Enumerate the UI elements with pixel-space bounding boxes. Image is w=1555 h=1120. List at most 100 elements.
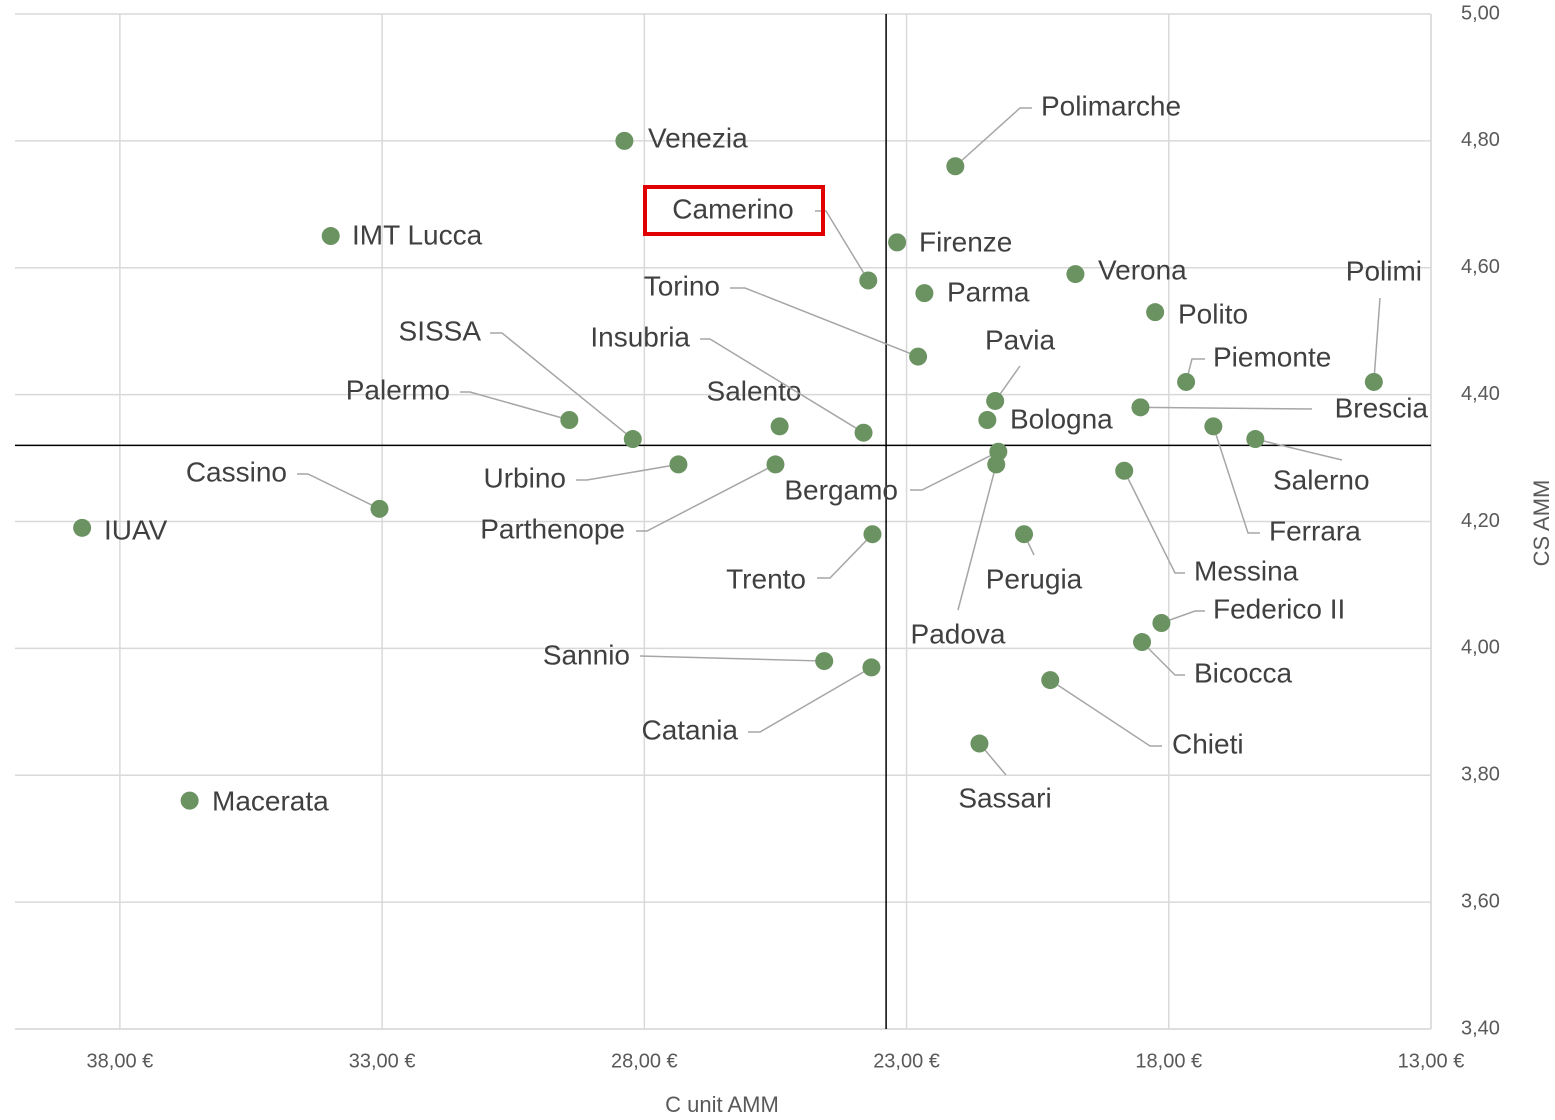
data-point [986,391,1005,410]
data-point [815,652,834,671]
leader-line [1049,679,1162,747]
data-point [859,271,878,290]
x-tick-label: 38,00 € [87,1050,154,1072]
data-point [766,455,785,474]
x-tick-label: 13,00 € [1398,1050,1465,1072]
data-point [1246,430,1265,449]
data-point [915,284,934,303]
point-label: Polito [1178,298,1248,329]
leader-line [817,533,874,579]
leader-line [1161,610,1205,624]
point-label: Chieti [1172,728,1244,759]
leader-line [1212,426,1260,534]
data-point [623,430,642,449]
data-point [1133,633,1152,652]
data-point [669,455,688,474]
point-label: Bologna [1010,403,1113,434]
leader-line [1141,641,1185,676]
point-label: Palermo [346,374,450,405]
x-axis-title: C unit AMM [665,1092,779,1117]
point-label: Perugia [986,563,1083,594]
leader-line [730,287,919,358]
leader-line [1140,406,1313,410]
y-axis-title: CS AMM [1529,480,1554,567]
data-point [560,411,579,429]
data-point [1066,265,1085,284]
leader-line [1123,470,1185,574]
y-tick-label: 4,00 [1461,637,1500,659]
data-point [888,233,907,252]
data-point [180,791,199,810]
y-tick-label: 4,20 [1461,510,1500,532]
point-label: IUAV [104,514,168,545]
y-tick-label: 4,40 [1461,383,1500,405]
data-point [863,525,882,544]
point-label: Ferrara [1269,515,1361,546]
y-tick-label: 5,00 [1461,2,1500,24]
point-label: Insubria [590,321,690,352]
data-point [909,347,928,366]
data-point [946,157,965,176]
point-label: Pavia [985,324,1055,355]
data-point [1152,614,1171,632]
data-point [370,499,389,518]
point-label: Sassari [958,782,1051,813]
point-label: Camerino [672,193,793,224]
leader-line [748,666,872,733]
point-label: Torino [644,270,720,301]
leader-line [297,473,380,510]
x-tick-label: 28,00 € [611,1050,678,1072]
point-label: Messina [1194,555,1299,586]
point-label: Parma [947,276,1030,307]
data-point [987,455,1006,474]
data-point [73,518,92,537]
point-label: Salerno [1273,464,1370,495]
point-label: Salento [707,375,802,406]
point-label: Federico II [1213,593,1345,624]
point-label: Urbino [484,462,566,493]
data-point [1131,398,1150,417]
leader-line [1255,438,1343,461]
point-label: Firenze [919,226,1012,257]
leader-line [576,463,679,481]
point-label: Sannio [543,639,630,670]
leader-line [460,391,570,421]
leader-line [957,464,997,611]
leader-line [490,332,634,440]
data-point [1364,372,1383,391]
data-point [1015,525,1034,544]
data-point [978,411,997,429]
point-label: Macerata [212,785,329,816]
point-label: Padova [911,618,1006,649]
data-point [970,734,989,753]
point-label: Polimi [1346,255,1422,286]
point-label: SISSA [399,315,482,346]
y-tick-label: 3,60 [1461,890,1500,912]
point-label: Catania [641,714,738,745]
point-label: Polimarche [1041,90,1181,121]
point-label: Verona [1098,254,1187,285]
leader-line [910,451,999,491]
data-point [1146,303,1165,322]
point-label: Parthenope [480,513,625,544]
data-point [615,131,634,150]
y-tick-label: 3,80 [1461,764,1500,786]
point-label: IMT Lucca [352,219,483,250]
data-point [1115,461,1134,480]
leader-line [639,655,825,662]
x-tick-label: 33,00 € [349,1050,416,1072]
point-label: Piemonte [1213,341,1331,372]
x-tick-label: 23,00 € [873,1050,940,1072]
data-point [770,417,789,436]
y-tick-label: 3,40 [1461,1017,1500,1039]
data-point [862,658,881,677]
point-label: Bicocca [1194,657,1292,688]
point-label: Bergamo [784,474,898,505]
data-point [1041,671,1060,690]
y-tick-label: 4,60 [1461,256,1500,278]
data-point [854,423,873,442]
point-label: Venezia [648,122,748,153]
point-label: Trento [726,563,806,594]
leader-line [636,463,776,532]
